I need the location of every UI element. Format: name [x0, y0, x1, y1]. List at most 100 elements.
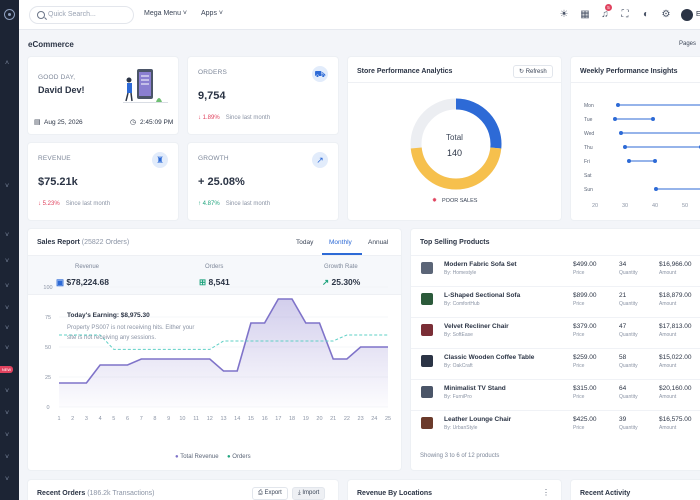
product-thumbnail: [421, 262, 433, 274]
product-name[interactable]: Classic Wooden Coffee Table: [444, 354, 535, 361]
export-button[interactable]: ⎙ Export: [252, 487, 288, 500]
revenue-delta: ↓ 5.23% Since last month: [38, 201, 111, 207]
cart-icon: ⛟: [312, 66, 328, 82]
table-row[interactable]: L-Shaped Sectional Sofa By: ComfortHub $89…: [411, 286, 700, 310]
product-vendor: By: Homestyle: [444, 270, 477, 276]
product-name[interactable]: Minimalist TV Stand: [444, 385, 506, 392]
bell-icon[interactable]: ♫: [601, 9, 609, 20]
orders-card: ORDERS ⛟ 9,754 ↓ 1.89% Since last month: [188, 57, 338, 134]
product-name[interactable]: Velvet Recliner Chair: [444, 323, 509, 330]
mega-menu[interactable]: Mega Menu ˅: [144, 10, 188, 17]
price-label: Price: [573, 425, 585, 431]
qty-label: Quantity: [619, 270, 638, 276]
y-tick-label: 100: [43, 285, 52, 291]
logo-icon[interactable]: [4, 9, 15, 20]
search-box[interactable]: Quick Search...: [29, 6, 134, 24]
theme-sun-icon[interactable]: ☀: [559, 9, 569, 20]
apps-menu[interactable]: Apps ˅: [201, 10, 224, 17]
legend-orders: ● Orders: [227, 454, 251, 460]
welcome-date: Aug 25, 2026: [44, 119, 83, 126]
x-tick-label: 22: [344, 416, 350, 422]
price-label: Price: [573, 332, 585, 338]
clock-icon: ◷: [130, 119, 137, 126]
x-tick-label: 13: [220, 416, 226, 422]
revenue-value: $75.21k: [38, 176, 78, 188]
page-title: eCommerce: [28, 40, 74, 49]
revenue-line: [59, 298, 388, 384]
breadcrumb[interactable]: Pages: [678, 41, 696, 47]
chevron-up-icon[interactable]: ˄: [5, 60, 10, 67]
grid-icon[interactable]: ▦: [580, 9, 590, 20]
store-performance-card: Store Performance Analytics ↻ Refresh To…: [348, 57, 561, 220]
amount-label: Amount: [659, 394, 677, 400]
product-name[interactable]: L-Shaped Sectional Sofa: [444, 292, 521, 299]
chevron-down-icon[interactable]: ˅: [5, 410, 10, 417]
table-row[interactable]: Classic Wooden Coffee Table By: OakCraft $…: [411, 348, 700, 372]
chevron-down-icon[interactable]: ˅: [5, 183, 10, 190]
table-row[interactable]: Velvet Recliner Chair By: SoftEase $379.00…: [411, 317, 700, 341]
user-initials[interactable]: El: [696, 11, 700, 18]
topbar: Quick Search... Mega Menu ˅ Apps ˅ ☀ ▦ ♫…: [19, 0, 700, 30]
chevron-down-icon[interactable]: ˅: [5, 305, 10, 312]
palette-icon[interactable]: ◐: [642, 9, 650, 20]
x-tick-label: 9: [167, 416, 170, 422]
chevron-down-icon[interactable]: ˅: [5, 283, 10, 290]
product-qty: 58: [619, 354, 627, 361]
x-tick-label: 14: [234, 416, 240, 422]
x-tick-label: 12: [207, 416, 213, 422]
import-button[interactable]: ⤓ Import: [292, 487, 326, 500]
tab-today[interactable]: Today: [296, 239, 314, 246]
settings-icon[interactable]: ⚙: [661, 9, 671, 20]
chevron-down-icon[interactable]: ˅: [5, 432, 10, 439]
product-qty: 21: [619, 292, 627, 299]
legend-revenue: ● Total Revenue: [175, 454, 219, 460]
price-label: Price: [573, 301, 585, 307]
table-row[interactable]: Leather Lounge Chair By: UrbanStyle $425.0…: [411, 410, 700, 434]
summary-revenue-label: Revenue: [75, 264, 100, 270]
product-name[interactable]: Modern Fabric Sofa Set: [444, 261, 517, 268]
product-vendor: By: SoftEase: [444, 332, 473, 338]
y-tick-label: 25: [45, 375, 51, 381]
chevron-down-icon[interactable]: ˅: [5, 258, 10, 265]
money-bag-icon: ♜: [152, 152, 168, 168]
tab-monthly[interactable]: Monthly: [329, 239, 352, 246]
chevron-down-icon[interactable]: ˅: [5, 476, 10, 483]
chevron-down-icon[interactable]: ˅: [5, 345, 10, 352]
range-end-dot: [653, 159, 657, 163]
table-row[interactable]: Minimalist TV Stand By: FurniPro $315.00 Pr…: [411, 379, 700, 403]
product-name[interactable]: Leather Lounge Chair: [444, 416, 512, 423]
product-vendor: By: ComfortHub: [444, 301, 480, 307]
growth-value: + 25.08%: [198, 176, 245, 188]
orders-line: [59, 334, 388, 350]
product-amount: $16,575.00: [659, 416, 692, 423]
avatar[interactable]: [681, 9, 693, 21]
x-tick-label: 1: [57, 416, 60, 422]
x-tick-label: 10: [179, 416, 185, 422]
sales-summary: Revenue ▣ $78,224.68 Orders ⊞ 8,541 Grow…: [28, 255, 401, 295]
chevron-down-icon: ˅: [218, 10, 224, 17]
welcome-illustration: [123, 69, 168, 103]
chevron-down-icon[interactable]: ˅: [5, 454, 10, 461]
refresh-button[interactable]: ↻ Refresh: [513, 65, 553, 78]
fullscreen-icon[interactable]: ⛶: [621, 9, 629, 20]
amount-label: Amount: [659, 301, 677, 307]
range-start-dot: [613, 117, 617, 121]
x-tick-label: 7: [140, 416, 143, 422]
more-vertical-icon[interactable]: ⋮: [542, 488, 550, 497]
earning-text: site is not receiving any sessions.: [67, 335, 157, 341]
search-input[interactable]: Quick Search...: [48, 11, 96, 18]
refresh-icon: ↻: [519, 69, 525, 75]
product-vendor: By: OakCraft: [444, 363, 473, 369]
product-thumbnail: [421, 386, 433, 398]
product-price: $899.00: [573, 292, 597, 299]
tab-annual[interactable]: Annual: [368, 239, 389, 246]
chevron-down-icon[interactable]: ˅: [5, 325, 10, 332]
table-row[interactable]: Modern Fabric Sofa Set By: Homestyle $499.…: [411, 255, 700, 279]
chevron-down-icon[interactable]: ˅: [5, 388, 10, 395]
product-vendor: By: UrbanStyle: [444, 425, 478, 431]
chevron-down-icon[interactable]: ˅: [5, 232, 10, 239]
price-label: Price: [573, 270, 585, 276]
x-tick-label: 8: [153, 416, 156, 422]
day-label: Fri: [584, 159, 590, 165]
